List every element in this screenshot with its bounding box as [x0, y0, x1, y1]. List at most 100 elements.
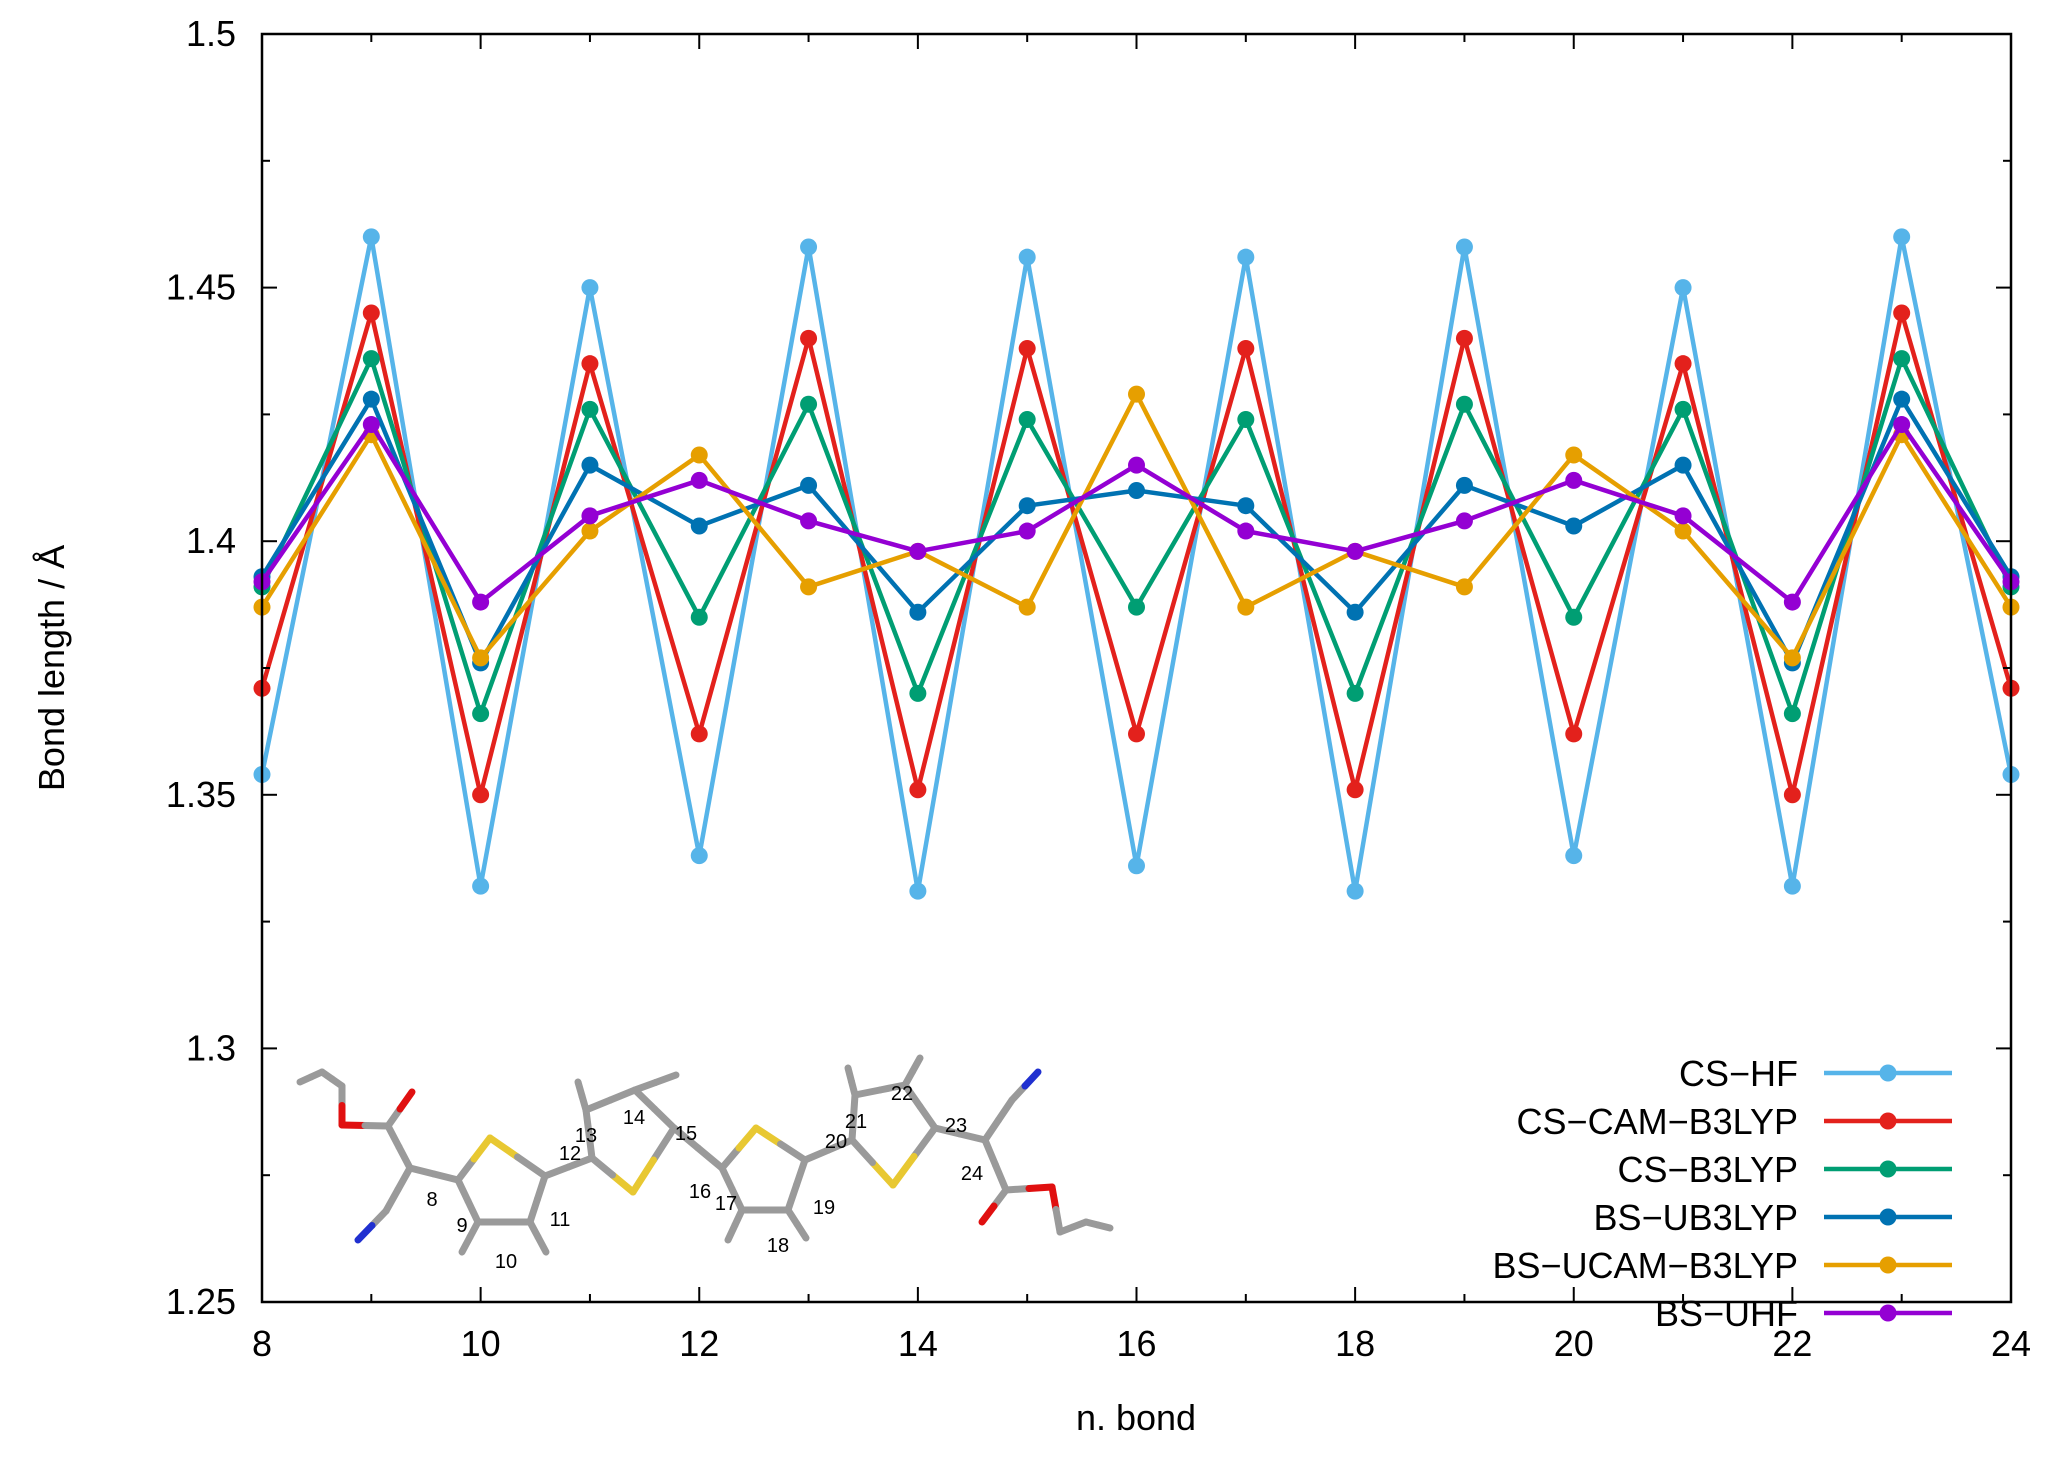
data-point — [909, 882, 927, 900]
data-point — [1128, 385, 1145, 403]
molecule-bond — [1094, 1221, 1114, 1232]
molecule-bond — [909, 1054, 924, 1075]
data-point — [1237, 248, 1255, 266]
x-tick-label: 20 — [1554, 1323, 1594, 1364]
data-point — [581, 355, 599, 373]
data-point — [1674, 507, 1692, 525]
data-point — [690, 608, 708, 626]
data-point — [1893, 350, 1911, 368]
legend-marker — [1879, 1160, 1897, 1178]
data-point — [1237, 497, 1255, 515]
molecule-bond — [1025, 1183, 1056, 1192]
data-point — [1237, 522, 1255, 540]
data-point — [362, 416, 380, 434]
molecule-bond — [565, 1154, 596, 1171]
atom-number-label: 8 — [426, 1189, 437, 1211]
data-point — [1783, 705, 1801, 723]
molecule-bond — [464, 1197, 482, 1226]
y-tick-label: 1.3 — [186, 1027, 236, 1068]
molecule-bond — [406, 1164, 438, 1178]
molecule-bond — [384, 1122, 403, 1151]
series-3 — [253, 350, 2020, 723]
molecule-bond — [541, 1163, 572, 1180]
data-point — [1674, 400, 1692, 418]
data-point — [581, 279, 599, 297]
data-point — [1018, 410, 1036, 428]
molecule-bond — [718, 1164, 736, 1193]
molecule-bond — [652, 1071, 680, 1086]
data-point — [1346, 542, 1364, 560]
molecule-bond — [851, 1086, 884, 1099]
molecule-bond — [395, 1143, 414, 1172]
legend-label: CS−HF — [1679, 1053, 1798, 1094]
molecule-bond — [396, 1088, 416, 1113]
molecule-bond — [1052, 1206, 1064, 1236]
molecule-bond — [609, 1171, 637, 1196]
molecule-bond — [1048, 1183, 1060, 1213]
data-point — [1565, 725, 1583, 743]
molecule-bond — [889, 1153, 918, 1189]
data-point — [800, 395, 818, 413]
molecule-bond — [981, 1136, 999, 1169]
molecule-bond — [995, 1096, 1016, 1124]
data-point — [1128, 857, 1145, 875]
legend-marker — [1879, 1112, 1897, 1130]
data-point — [1455, 512, 1473, 530]
data-point — [1455, 238, 1473, 256]
molecule-bond — [1002, 1185, 1033, 1194]
molecule-bond — [981, 1116, 1002, 1144]
atom-number-label: 16 — [689, 1181, 711, 1203]
y-tick-label: 1.4 — [186, 520, 236, 561]
molecule-bond — [534, 1233, 550, 1256]
molecule-bond — [724, 1221, 739, 1244]
y-tick-label: 1.45 — [166, 267, 236, 308]
legend-marker — [1879, 1208, 1897, 1226]
molecule-bond — [454, 1176, 472, 1205]
molecule-bond — [1021, 1068, 1042, 1090]
molecule-bond — [574, 1078, 586, 1100]
atom-number-label: 17 — [715, 1193, 737, 1215]
data-point — [1018, 339, 1036, 357]
x-axis-title: n. bond — [1076, 1397, 1196, 1438]
data-point — [1455, 578, 1473, 596]
data-point — [581, 507, 599, 525]
atom-number-label: 15 — [675, 1123, 697, 1145]
legend-label: BS−UCAM−B3LYP — [1493, 1245, 1798, 1286]
data-point — [800, 238, 818, 256]
molecule-bond — [876, 1081, 909, 1094]
data-point — [1346, 603, 1364, 621]
data-point — [1893, 416, 1911, 434]
atom-number-label: 19 — [813, 1197, 835, 1219]
data-point — [1893, 304, 1911, 322]
atom-number-label: 21 — [845, 1111, 867, 1133]
data-point — [1346, 882, 1364, 900]
x-tick-label: 18 — [1335, 1323, 1375, 1364]
molecule-bond — [582, 1096, 614, 1114]
y-tick-label: 1.5 — [186, 13, 236, 54]
data-point — [690, 517, 708, 535]
x-tick-label: 24 — [1991, 1323, 2031, 1364]
molecule-bond — [338, 1121, 369, 1129]
data-point — [1346, 684, 1364, 702]
molecule-bond — [728, 1185, 746, 1214]
y-axis-title: Bond length / Å — [31, 545, 72, 791]
data-point — [1128, 456, 1145, 474]
molecule-bond — [430, 1170, 462, 1184]
data-point — [1128, 598, 1145, 616]
data-point — [800, 512, 818, 530]
atom-number-label: 23 — [945, 1115, 967, 1137]
molecule-bond — [629, 1156, 657, 1196]
molecule-bond — [382, 1186, 402, 1215]
molecule-bond — [848, 1136, 876, 1166]
atom-number-label: 22 — [891, 1083, 913, 1105]
series-layer — [253, 228, 2020, 900]
axis-ticks: 8 10 12 14 16 18 20 22 24 1.25 1.3 1.35 1.4 1.45 1.5 — [166, 13, 2031, 1364]
molecule-bond — [651, 1105, 678, 1132]
molecule-bond — [470, 1134, 494, 1163]
data-point — [1018, 497, 1036, 515]
atom-number-label: 14 — [623, 1107, 645, 1129]
data-point — [1783, 786, 1801, 804]
atom-number-label: 13 — [575, 1125, 597, 1147]
